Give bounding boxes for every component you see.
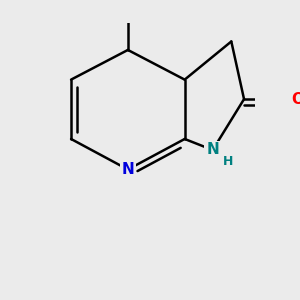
Text: H: H bbox=[223, 155, 233, 168]
Text: N: N bbox=[206, 142, 219, 158]
Text: O: O bbox=[291, 92, 300, 106]
Text: N: N bbox=[122, 162, 134, 177]
